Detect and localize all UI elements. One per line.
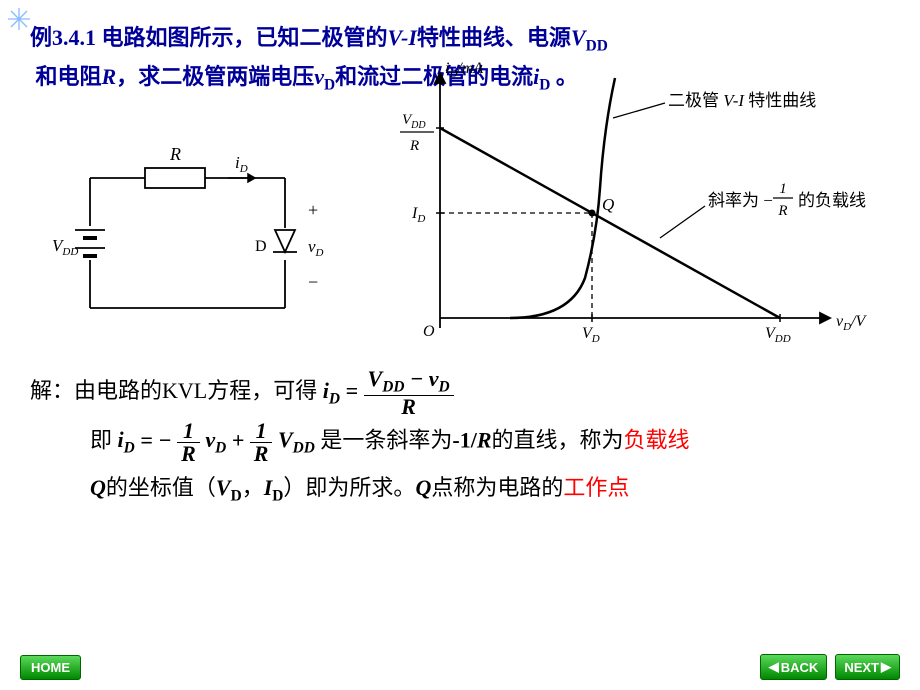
d-label: D [255,238,267,255]
svg-text:R: R [409,138,419,154]
work-point-term: 工作点 [563,475,629,500]
svg-text:vD/V: vD/V [836,313,868,333]
id-label: iD [235,153,248,175]
r-label: R [169,144,181,164]
example-number: 例3.4.1 [30,25,96,50]
vdd-label: VDD [52,236,78,258]
svg-text:VDD: VDD [765,325,791,345]
load-line-term: 负载线 [624,427,690,452]
circuit-diagram: R iD + vD − D VDD [50,138,330,338]
svg-text:R: R [777,203,787,219]
svg-text:斜率为 −: 斜率为 − [708,191,773,210]
svg-text:Q: Q [602,195,614,214]
solution-text: 解：由电路的KVL方程，可得 iD = VDD − vD R 即 iD = − … [30,368,890,504]
back-button[interactable]: ◀ BACK [760,654,828,680]
svg-text:ID: ID [411,205,425,225]
next-arrow-icon: ▶ [881,659,891,675]
vd-label: vD [308,237,324,259]
plus-label: + [308,200,318,220]
svg-text:的负载线: 的负载线 [798,191,866,210]
svg-text:VD: VD [582,325,600,345]
svg-text:二极管 V-I 特性曲线: 二极管 V-I 特性曲线 [668,91,816,110]
corner-star-icon [8,8,30,35]
svg-text:VDD: VDD [402,112,426,131]
minus-label: − [308,272,318,292]
home-button[interactable]: HOME [20,655,81,680]
svg-text:iD/mA: iD/mA [445,60,483,80]
back-arrow-icon: ◀ [769,659,779,675]
svg-text:O: O [423,323,435,340]
next-button[interactable]: NEXT ▶ [835,654,900,680]
vi-graph: iD/mA vD/V O VDD R ID VD VDD Q 二极管 V-I 特… [360,58,880,358]
svg-text:1: 1 [779,181,787,197]
